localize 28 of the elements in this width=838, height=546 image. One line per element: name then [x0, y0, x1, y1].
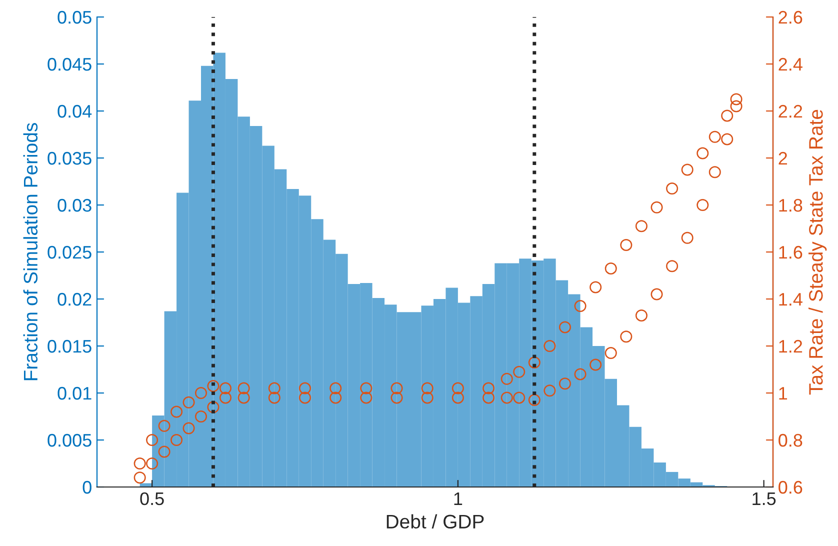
y-tick-label: 0.015 — [48, 340, 92, 353]
y-tick-label: 0.05 — [58, 10, 92, 24]
y2-tick-label: 2.4 — [778, 58, 802, 71]
y-tick-label: 0.025 — [48, 246, 92, 259]
y2-tick-label: 2 — [778, 152, 787, 165]
y2-tick-label: 0.8 — [778, 434, 802, 447]
y2-axis-title: Tax Rate / Steady State Tax Rate — [808, 110, 827, 395]
y-tick-label: 0.005 — [48, 434, 92, 447]
y-tick-label: 0.04 — [58, 104, 92, 118]
y2-tick-label: 0.6 — [778, 480, 802, 494]
x-tick-label: 0.5 — [140, 492, 164, 506]
x-tick-label: 1 — [454, 492, 462, 505]
y-tick-label: 0.01 — [58, 386, 92, 400]
y-tick-label: 0.035 — [48, 152, 92, 165]
y2-tick-label: 1.6 — [779, 246, 802, 259]
y2-tick-label: 1.8 — [779, 198, 802, 212]
y2-tick-label: 2.2 — [778, 104, 802, 118]
y2-tick-label: 2.6 — [778, 10, 802, 24]
y2-tick-label: 1.4 — [779, 293, 802, 306]
y2-tick-label: 1 — [779, 387, 788, 400]
y-tick-label: 0.02 — [58, 292, 92, 306]
y-tick-label: 0 — [82, 480, 92, 494]
y-axis-title: Fraction of Simulation Periods — [23, 123, 38, 380]
x-tick-label: 1.5 — [752, 492, 776, 506]
x-axis-title: Debt / GDP — [386, 514, 484, 529]
y2-tick-label: 1.2 — [779, 340, 802, 353]
y-tick-label: 0.03 — [58, 198, 92, 212]
y-tick-label: 0.045 — [48, 58, 92, 71]
